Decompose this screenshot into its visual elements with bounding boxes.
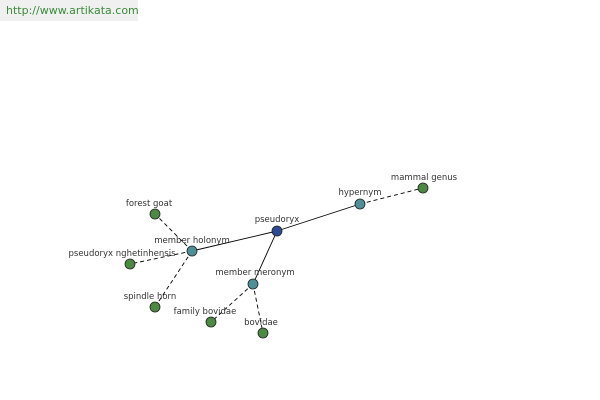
node[interactable]	[149, 301, 161, 313]
edges	[129, 187, 424, 334]
node[interactable]	[149, 208, 161, 220]
node-label: bovidae	[244, 318, 278, 328]
edge	[252, 230, 278, 285]
node-label: family bovidae	[174, 307, 237, 317]
node-label: member meronym	[215, 268, 294, 278]
node-label: spindle horn	[124, 292, 177, 302]
node-label: pseudoryx nghetinhensis	[69, 249, 177, 259]
nodes	[124, 182, 429, 339]
node[interactable]	[271, 225, 283, 237]
node-label: hypernym	[338, 188, 381, 198]
edge	[129, 250, 193, 265]
edge	[276, 203, 361, 232]
edge	[252, 283, 264, 334]
node-label: forest goat	[126, 199, 173, 209]
edge	[154, 213, 193, 252]
edge	[210, 283, 254, 323]
edge	[359, 187, 424, 205]
node[interactable]	[205, 316, 217, 328]
edge	[191, 230, 278, 252]
node-label: member holonym	[154, 236, 229, 246]
node[interactable]	[417, 182, 429, 194]
node[interactable]	[257, 327, 269, 339]
node[interactable]	[247, 278, 259, 290]
site-url[interactable]: http://www.artikata.com	[0, 0, 139, 21]
node[interactable]	[124, 258, 136, 270]
labels: pseudoryx hypernym mammal genus member h…	[69, 173, 458, 328]
node[interactable]	[186, 245, 198, 257]
node-label: pseudoryx	[255, 215, 300, 225]
node[interactable]	[354, 198, 366, 210]
node-label: mammal genus	[391, 173, 458, 183]
